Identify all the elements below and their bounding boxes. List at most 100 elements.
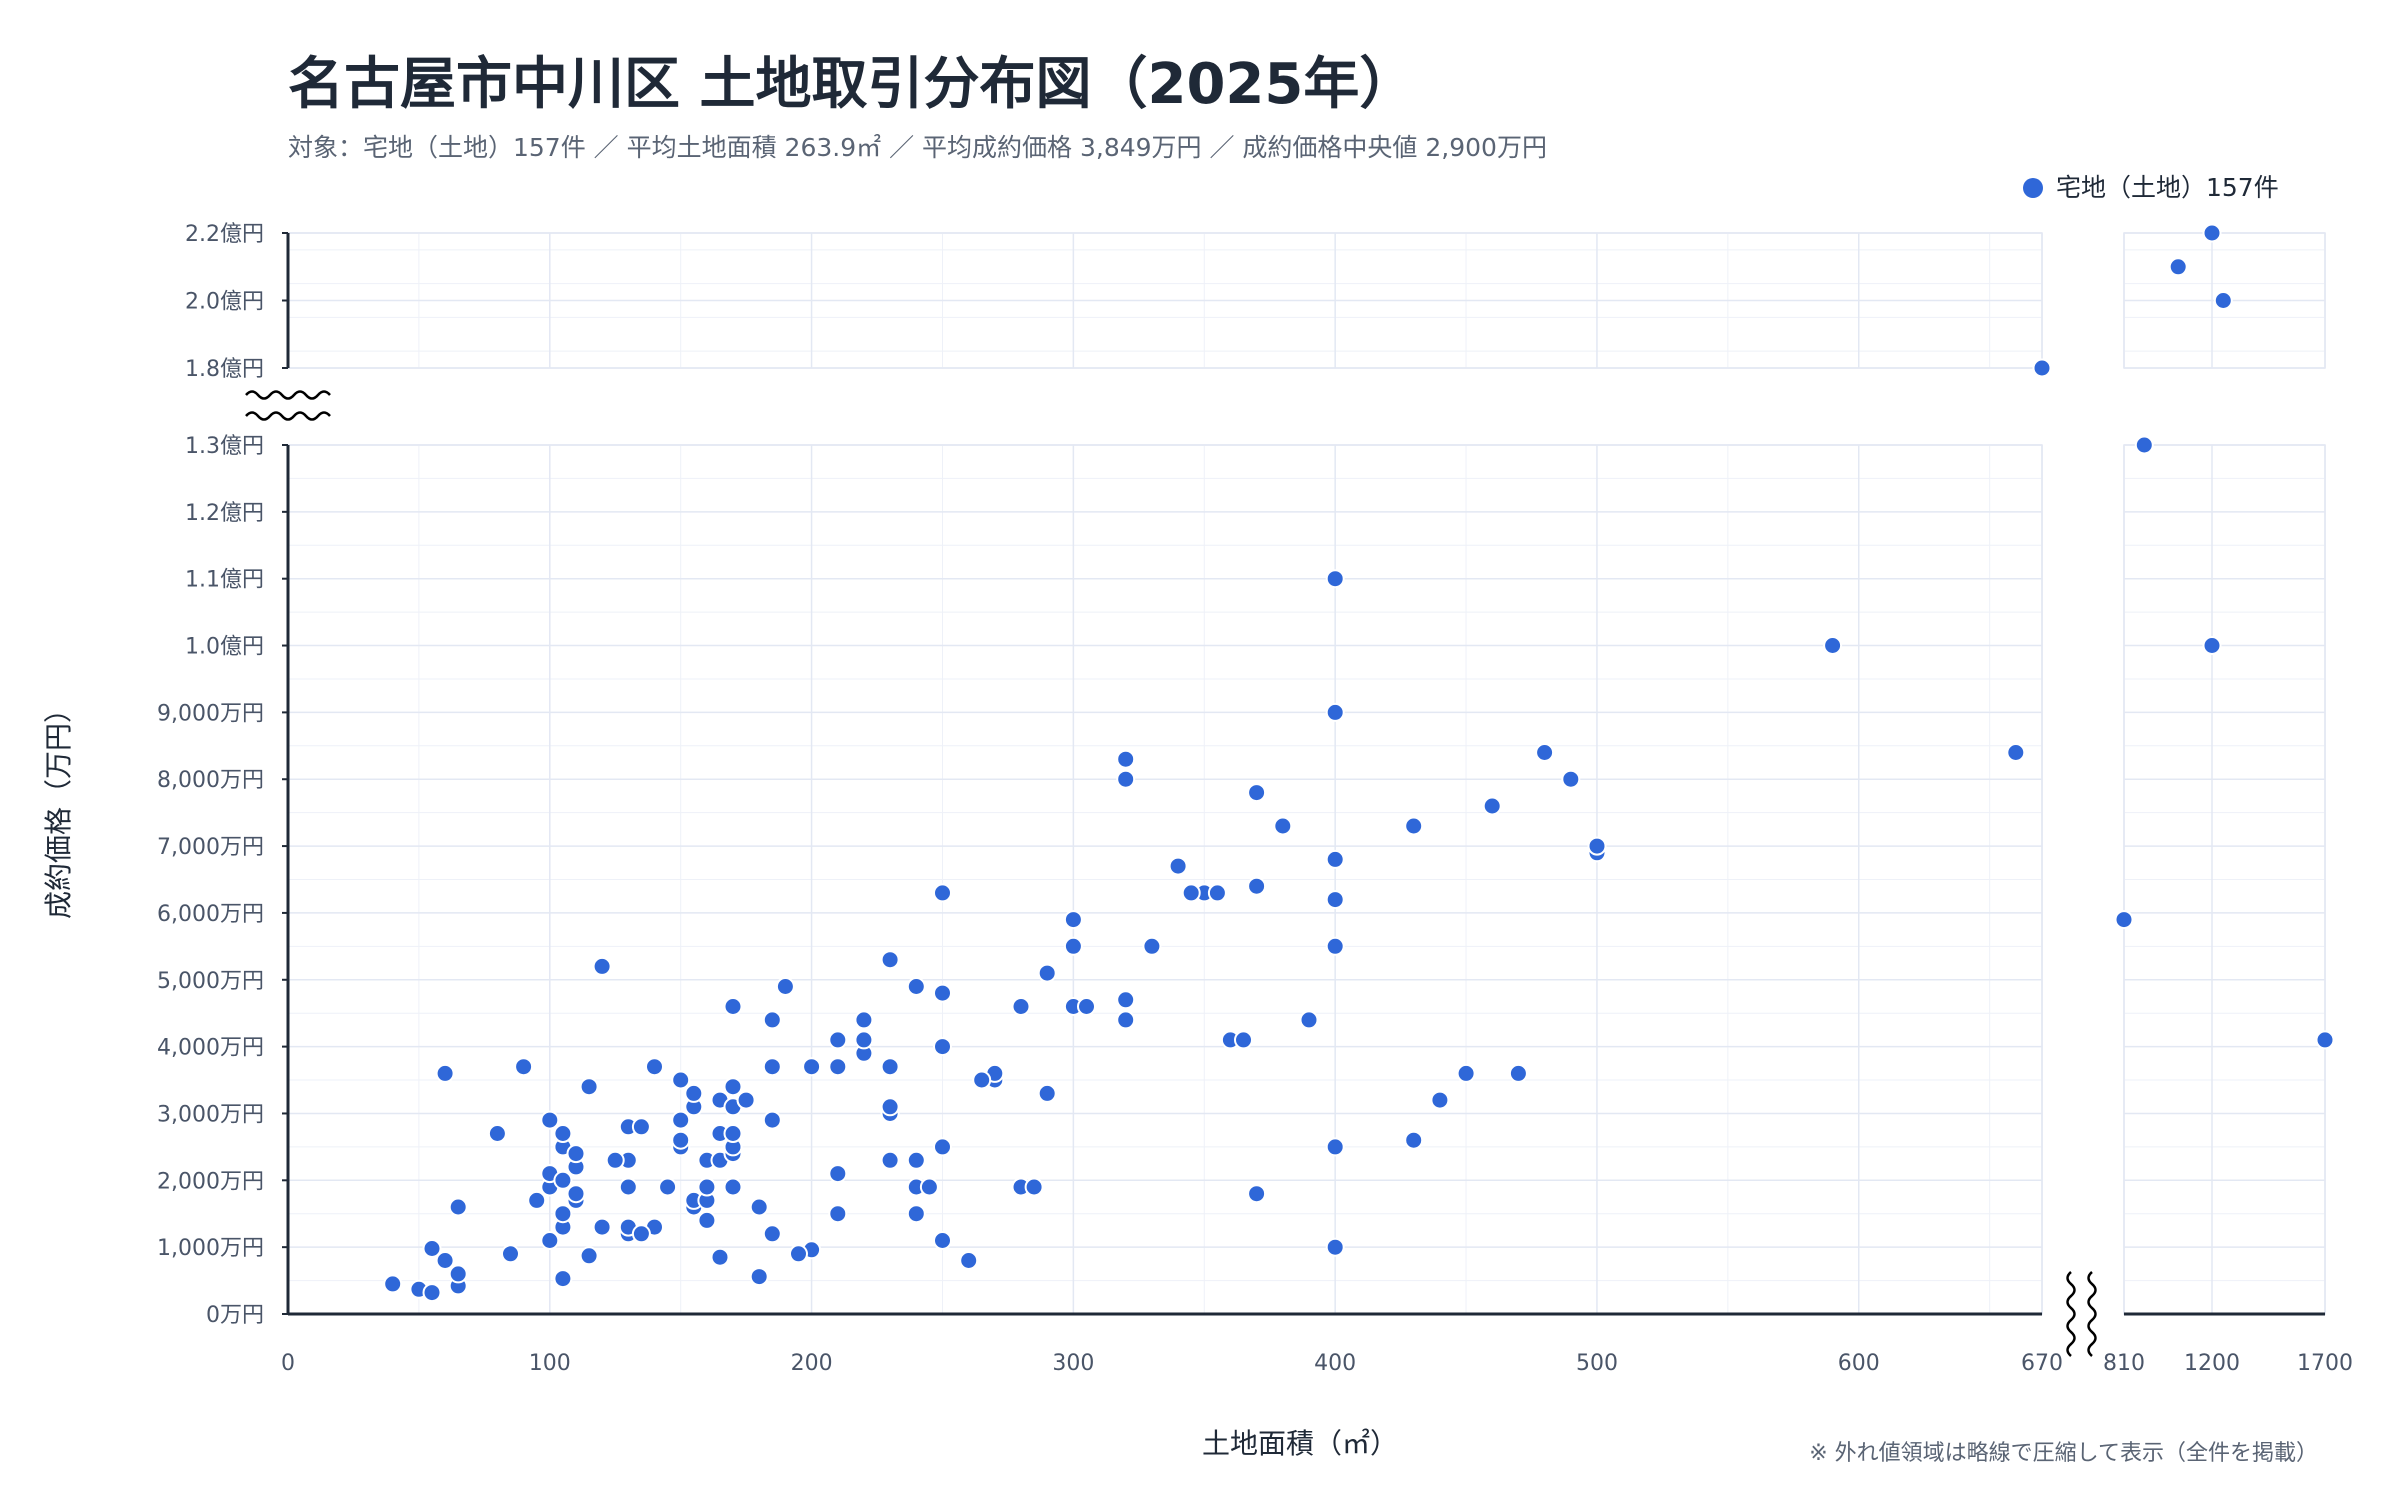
data-point: [1063, 910, 1083, 930]
data-point: [906, 977, 926, 996]
x-tick-label: 100: [529, 1351, 571, 1376]
data-point: [2006, 743, 2026, 762]
x-tick-label: 1200: [2184, 1351, 2240, 1376]
data-point: [1587, 836, 1607, 856]
y-tick-label: 6,000万円: [157, 902, 264, 927]
data-point: [1299, 1010, 1319, 1030]
data-point: [605, 1150, 625, 1170]
data-point: [1234, 1030, 1253, 1050]
x-tick-label: 400: [1314, 1351, 1356, 1376]
data-point: [697, 1177, 717, 1197]
data-point: [592, 956, 612, 976]
data-point: [2315, 1030, 2335, 1050]
data-point: [828, 1164, 848, 1184]
data-point: [435, 1063, 455, 1083]
data-point: [618, 1177, 638, 1197]
data-point: [1247, 783, 1267, 803]
data-point: [553, 1204, 573, 1224]
data-point: [2202, 223, 2222, 243]
data-point: [1325, 1237, 1345, 1257]
data-point: [1168, 856, 1188, 876]
data-point: [1325, 936, 1345, 956]
data-point: [566, 1144, 586, 1164]
data-point: [880, 1057, 900, 1077]
y-tick-label: 1.1億円: [185, 568, 264, 593]
data-point: [1116, 769, 1136, 789]
y-tick-label: 4,000万円: [157, 1036, 264, 1061]
data-point: [762, 1057, 782, 1077]
data-point: [553, 1269, 573, 1289]
data-point: [671, 1070, 691, 1090]
data-point: [671, 1130, 691, 1150]
data-point: [1325, 1137, 1345, 1157]
data-point: [671, 1110, 691, 1130]
data-point: [919, 1177, 939, 1197]
y-tick-label: 3,000万円: [157, 1102, 264, 1127]
grid: [287, 232, 2326, 1315]
data-point: [1273, 816, 1293, 836]
x-tick-label: 0: [281, 1351, 295, 1376]
data-point: [1116, 749, 1136, 769]
y-break-gap: [240, 380, 336, 435]
data-point: [906, 1150, 926, 1170]
x-tick-label: 500: [1576, 1351, 1618, 1376]
data-point: [592, 1217, 612, 1237]
data-point: [828, 1057, 848, 1077]
data-point: [631, 1117, 651, 1137]
x-tick-label: 670: [2021, 1351, 2063, 1376]
data-point: [435, 1251, 455, 1270]
data-point: [1508, 1063, 1528, 1083]
data-point: [383, 1274, 403, 1294]
data-point: [736, 1090, 756, 1110]
data-point: [2213, 291, 2233, 310]
y-tick-label: 0万円: [206, 1303, 264, 1328]
x-tick-label: 600: [1838, 1351, 1880, 1376]
y-tick-label: 1.2億円: [185, 501, 264, 526]
data-point: [579, 1077, 599, 1097]
data-point: [1116, 990, 1136, 1010]
data-point: [1116, 1010, 1136, 1030]
data-point: [658, 1177, 678, 1197]
axis-break-marks: [240, 380, 2097, 1357]
y-tick-label: 8,000万円: [157, 768, 264, 793]
data-point: [2168, 257, 2188, 277]
data-point: [1011, 997, 1031, 1016]
data-point: [2134, 435, 2154, 455]
data-point: [828, 1030, 848, 1050]
x-tick-label: 1700: [2297, 1351, 2353, 1376]
data-point: [906, 1204, 926, 1224]
y-tick-label: 5,000万円: [157, 969, 264, 994]
x-break-squiggle: [2087, 1271, 2097, 1357]
legend: 宅地（土地）157件: [2023, 173, 2279, 202]
data-point: [1063, 936, 1083, 956]
x-tick-label: 300: [1052, 1351, 1094, 1376]
y-tick-label: 2,000万円: [157, 1169, 264, 1194]
chart-subtitle: 対象：宅地（土地）157件 ／ 平均土地面積 263.9㎡ ／ 平均成約価格 3…: [288, 133, 1547, 162]
data-point: [2114, 910, 2134, 930]
x-axis-title: 土地面積（㎡）: [1202, 1427, 1398, 1460]
data-point: [448, 1264, 468, 1284]
data-point: [1247, 1184, 1267, 1204]
data-point: [1247, 876, 1267, 896]
data-point: [645, 1057, 664, 1077]
y-break-squiggle: [245, 411, 331, 421]
data-point: [723, 1177, 743, 1197]
data-point: [1535, 743, 1555, 762]
y-tick-label: 2.2億円: [185, 222, 264, 247]
y-tick-label: 7,000万円: [157, 835, 264, 860]
data-point: [789, 1244, 808, 1264]
y-tick-label: 1.8億円: [185, 357, 264, 382]
data-point: [487, 1124, 507, 1143]
data-point: [697, 1210, 717, 1230]
y-tick-label: 2.0億円: [185, 290, 264, 315]
data-point: [2032, 358, 2052, 378]
data-point: [762, 1110, 782, 1130]
axes: [282, 232, 2325, 1316]
data-point: [1561, 769, 1581, 789]
data-point: [802, 1057, 822, 1077]
legend-marker: [2023, 178, 2043, 198]
data-point: [880, 1150, 900, 1170]
data-point: [1325, 569, 1345, 589]
footnote: ※ 外れ値領域は略線で圧縮して表示（全件を掲載）: [1809, 1441, 2318, 1466]
